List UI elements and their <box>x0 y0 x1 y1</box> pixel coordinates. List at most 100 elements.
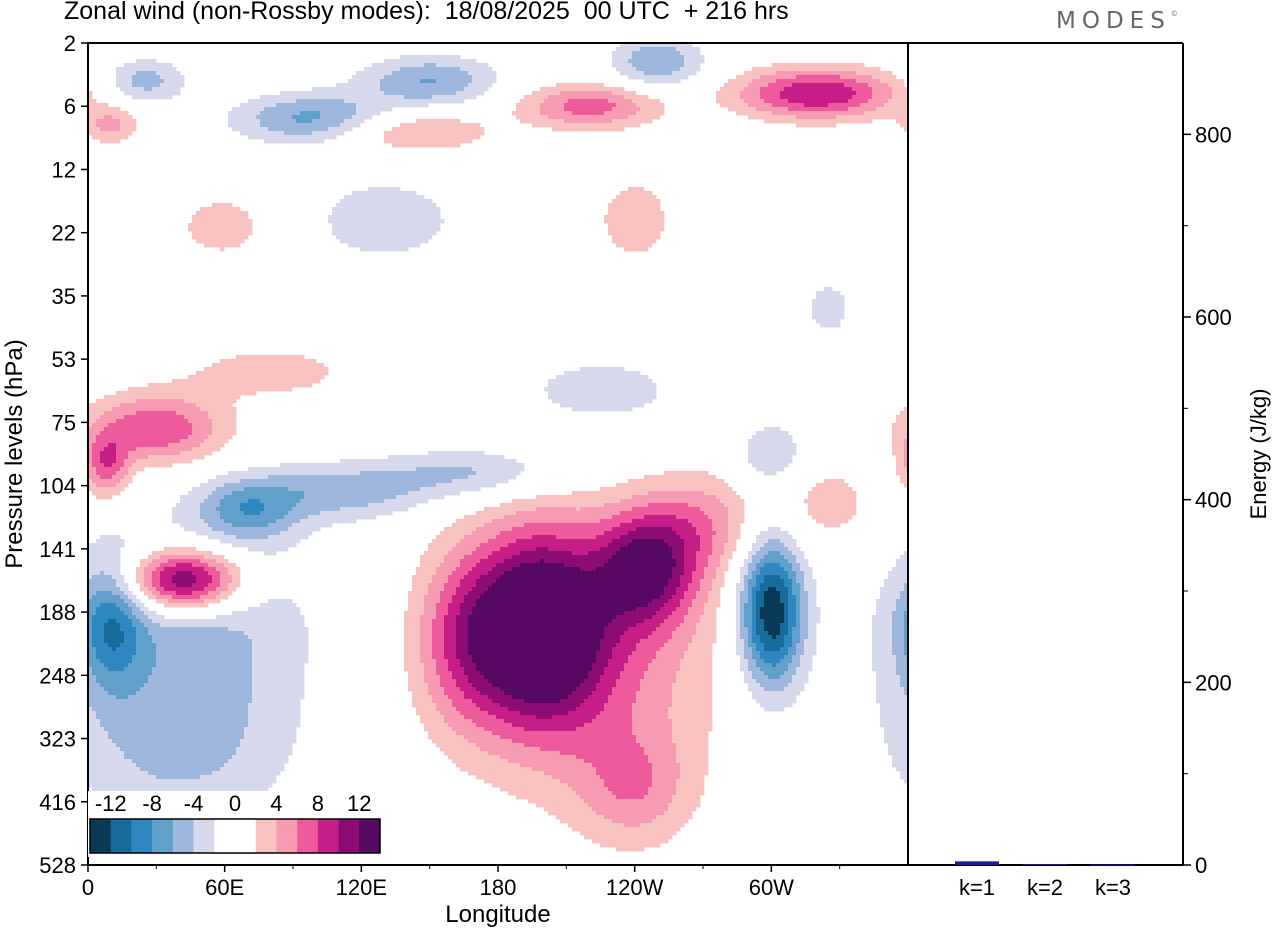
heatmap-cell <box>128 459 133 464</box>
heatmap-cell <box>612 51 617 56</box>
heatmap-cell <box>656 43 661 48</box>
heatmap-cell <box>396 467 401 472</box>
heatmap-cell <box>780 459 785 464</box>
heatmap-cell <box>352 119 357 124</box>
heatmap-cell <box>320 119 325 124</box>
heatmap-cell <box>472 95 477 100</box>
heatmap-cell <box>492 71 497 76</box>
heatmap-cell <box>892 423 897 428</box>
heatmap-cell <box>476 459 481 464</box>
heatmap-cell <box>564 387 569 392</box>
heatmap-cell <box>92 423 97 428</box>
heatmap-cell <box>412 135 417 140</box>
heatmap-cell <box>120 135 125 140</box>
heatmap-cell <box>464 475 469 480</box>
heatmap-cell <box>764 451 769 456</box>
heatmap-cell <box>236 391 241 396</box>
heatmap-cell <box>576 103 581 108</box>
heatmap-cell <box>848 87 853 92</box>
heatmap-cell <box>464 471 469 476</box>
heatmap-cell <box>380 87 385 92</box>
heatmap-cell <box>216 215 221 220</box>
heatmap-cell <box>192 227 197 232</box>
heatmap-cell <box>640 63 645 68</box>
heatmap-cell <box>460 459 465 464</box>
heatmap-cell <box>88 463 93 468</box>
heatmap-cell <box>384 131 389 136</box>
heatmap-cell <box>552 103 557 108</box>
heatmap-cell <box>392 471 397 476</box>
heatmap-cell <box>684 75 689 80</box>
heatmap-cell <box>152 415 157 420</box>
heatmap-cell <box>172 411 177 416</box>
heatmap-cell <box>836 303 841 308</box>
heatmap-cell <box>428 203 433 208</box>
heatmap-cell <box>280 139 285 144</box>
heatmap-cell <box>560 115 565 120</box>
heatmap-cell <box>556 111 561 116</box>
heatmap-cell <box>432 451 437 456</box>
heatmap-cell <box>620 399 625 404</box>
heatmap-cell <box>136 391 141 396</box>
heatmap-cell <box>232 127 237 132</box>
heatmap-cell <box>400 239 405 244</box>
heatmap-cell <box>816 115 821 120</box>
heatmap-cell <box>548 103 553 108</box>
heatmap-cell <box>548 383 553 388</box>
heatmap-cell <box>648 207 653 212</box>
heatmap-cell <box>608 115 613 120</box>
heatmap-cell <box>468 471 473 476</box>
heatmap-cell <box>444 119 449 124</box>
heatmap-cell <box>868 91 873 96</box>
heatmap-cell <box>428 231 433 236</box>
heatmap-cell <box>584 87 589 92</box>
heatmap-cell <box>156 407 161 412</box>
heatmap-cell <box>456 135 461 140</box>
heatmap-cell <box>160 83 165 88</box>
heatmap-cell <box>232 371 237 376</box>
heatmap-cell <box>568 391 573 396</box>
heatmap-cell <box>452 71 457 76</box>
heatmap-cell <box>336 131 341 136</box>
heatmap-cell <box>392 227 397 232</box>
heatmap-cell <box>136 75 141 80</box>
heatmap-cell <box>408 235 413 240</box>
heatmap-cell <box>196 235 201 240</box>
heatmap-cell <box>400 99 405 104</box>
heatmap-cell <box>248 99 253 104</box>
heatmap-cell <box>600 107 605 112</box>
heatmap-cell <box>776 431 781 436</box>
heatmap-cell <box>856 99 861 104</box>
heatmap-cell <box>232 375 237 380</box>
heatmap-cell <box>160 71 165 76</box>
heatmap-cell <box>616 99 621 104</box>
heatmap-cell <box>404 243 409 248</box>
heatmap-cell <box>208 423 213 428</box>
heatmap-cell <box>596 87 601 92</box>
heatmap-cell <box>620 43 625 48</box>
heatmap-cell <box>484 463 489 468</box>
heatmap-cell <box>616 91 621 96</box>
heatmap-cell <box>436 223 441 228</box>
heatmap-cell <box>832 323 837 328</box>
heatmap-cell <box>664 63 669 68</box>
heatmap-cell <box>852 75 857 80</box>
heatmap-cell <box>592 387 597 392</box>
heatmap-cell <box>228 235 233 240</box>
heatmap-cell <box>616 103 621 108</box>
heatmap-cell <box>896 419 901 424</box>
heatmap-cell <box>560 107 565 112</box>
heatmap-cell <box>624 99 629 104</box>
heatmap-cell <box>676 59 681 64</box>
heatmap-cell <box>884 91 889 96</box>
heatmap-cell <box>656 223 661 228</box>
heatmap-cell <box>216 379 221 384</box>
heatmap-cell <box>376 79 381 84</box>
heatmap-cell <box>588 99 593 104</box>
heatmap-cell <box>92 411 97 416</box>
heatmap-cell <box>852 79 857 84</box>
heatmap-cell <box>288 127 293 132</box>
heatmap-cell <box>196 419 201 424</box>
heatmap-cell <box>116 423 121 428</box>
heatmap-cell <box>536 123 541 128</box>
